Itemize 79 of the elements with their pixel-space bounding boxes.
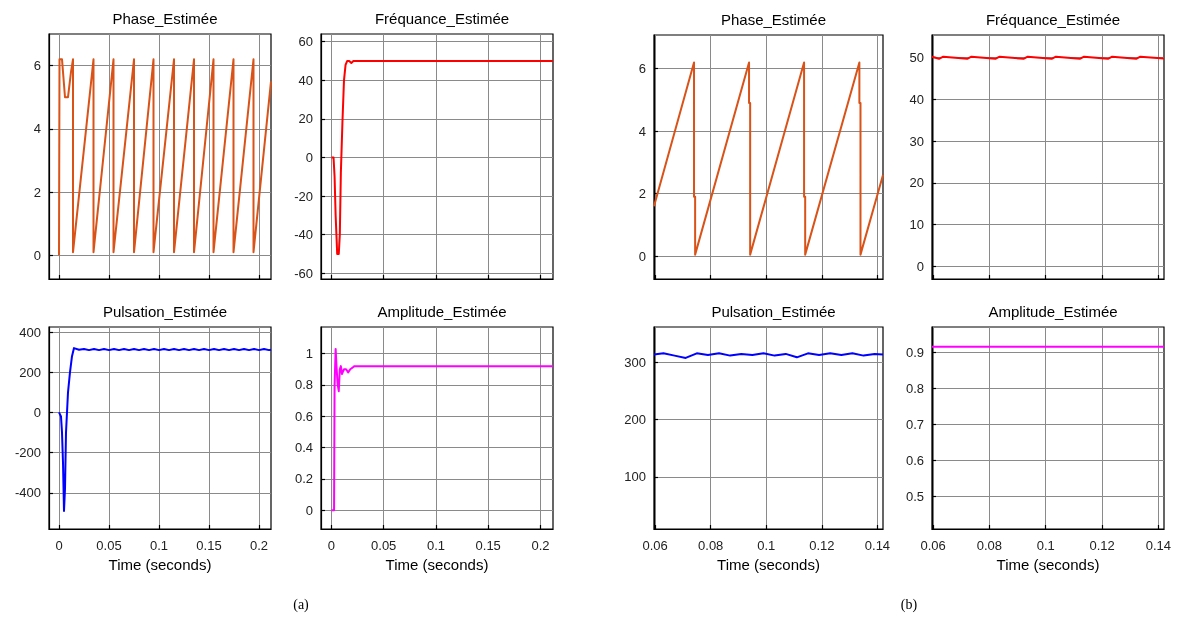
y-tick-label: 0.6 <box>294 408 313 424</box>
y-tick-label: -200 <box>14 445 41 461</box>
y-tick-label: 6 <box>33 58 41 74</box>
x-tick-label: 0.1 <box>1036 538 1055 553</box>
y-tick-label: 0.8 <box>294 377 313 393</box>
x-tick-label: 0.14 <box>864 538 891 553</box>
y-tick-label: 400 <box>19 324 41 340</box>
x-axis-title: Time (seconds) <box>996 556 1100 573</box>
y-tick-label: 0.4 <box>294 440 313 456</box>
y-tick-label: -20 <box>294 188 313 204</box>
x-tick-label: 0.1 <box>757 538 776 553</box>
y-tick-label: 0 <box>33 247 41 263</box>
x-tick-label: 0.2 <box>531 538 550 553</box>
y-tick-label: 100 <box>624 469 646 485</box>
y-tick-label: 0 <box>305 502 313 518</box>
x-tick-label: 0.2 <box>249 538 269 553</box>
y-tick-label: 0.7 <box>905 416 924 432</box>
text: (b) <box>900 597 918 613</box>
y-tick-label: -400 <box>14 485 41 501</box>
x-tick-label: 0.05 <box>371 538 397 553</box>
y-tick-label: 20 <box>298 111 313 127</box>
y-tick-label: -40 <box>294 227 313 243</box>
y-tick-label: 0.2 <box>294 471 313 487</box>
x-tick-label: 0.14 <box>1145 538 1172 553</box>
y-tick-label: 6 <box>638 61 646 77</box>
y-tick-label: 300 <box>624 354 646 370</box>
x-tick-label: 0.08 <box>976 538 1003 553</box>
y-tick-label: -60 <box>294 265 313 281</box>
x-axis-title: Time (seconds) <box>385 556 489 573</box>
chart-title: Pulsation_Estimée <box>711 303 836 320</box>
line-series <box>58 58 272 257</box>
y-tick-label: 200 <box>624 412 646 428</box>
y-tick-label: 2 <box>638 186 646 202</box>
y-tick-label: 4 <box>638 123 646 139</box>
x-tick-label: 0 <box>327 538 336 553</box>
y-tick-label: 0 <box>305 149 313 165</box>
x-tick-label: 0.15 <box>475 538 501 553</box>
y-tick-label: 0.9 <box>905 344 924 360</box>
chart-title: Phase_Estimée <box>112 10 218 27</box>
chart-title: Fréquance_Estimée <box>985 11 1121 28</box>
x-tick-label: 0.12 <box>809 538 835 553</box>
x-tick-label: 0.06 <box>920 538 946 553</box>
x-axis-title: Time (seconds) <box>717 556 820 573</box>
y-tick-label: 0.6 <box>905 452 924 468</box>
x-tick-label: 0 <box>55 538 63 553</box>
x-tick-label: 0.15 <box>196 538 222 553</box>
line-series <box>330 60 554 255</box>
y-tick-label: 4 <box>33 121 41 137</box>
x-tick-label: 0.1 <box>149 538 169 553</box>
line-series <box>330 347 554 512</box>
x-tick-label: 0.1 <box>426 538 445 553</box>
y-tick-label: 0 <box>916 258 924 274</box>
y-tick-label: 40 <box>298 72 313 88</box>
y-tick-label: 20 <box>909 175 924 191</box>
chart-title: Amplitude_Estimée <box>988 303 1118 320</box>
y-tick-label: 2 <box>33 184 41 200</box>
x-tick-label: 0.06 <box>642 538 668 553</box>
y-tick-label: 0.5 <box>905 489 924 505</box>
y-tick-label: 10 <box>909 217 924 233</box>
chart-title: Amplitude_Estimée <box>377 303 507 320</box>
chart-title: Pulsation_Estimée <box>102 303 228 320</box>
y-tick-label: 60 <box>298 34 313 50</box>
y-tick-label: 0.8 <box>905 380 924 396</box>
chart-title: Phase_Estimée <box>720 11 827 28</box>
line-series <box>58 347 272 512</box>
y-tick-label: 0 <box>638 248 646 264</box>
text: (a) <box>293 597 309 613</box>
y-tick-label: 1 <box>305 346 313 362</box>
line-series <box>653 61 884 256</box>
x-axis-title: Time (seconds) <box>108 556 212 573</box>
x-tick-label: 0.05 <box>96 538 122 553</box>
y-tick-label: 40 <box>909 91 924 107</box>
chart-title: Fréquance_Estimée <box>374 10 510 27</box>
x-tick-label: 0.12 <box>1089 538 1115 553</box>
x-tick-label: 0.08 <box>698 538 724 553</box>
y-tick-label: 200 <box>19 364 41 380</box>
y-tick-label: 0 <box>33 404 41 420</box>
y-tick-label: 50 <box>909 50 924 66</box>
y-tick-label: 30 <box>909 133 924 149</box>
